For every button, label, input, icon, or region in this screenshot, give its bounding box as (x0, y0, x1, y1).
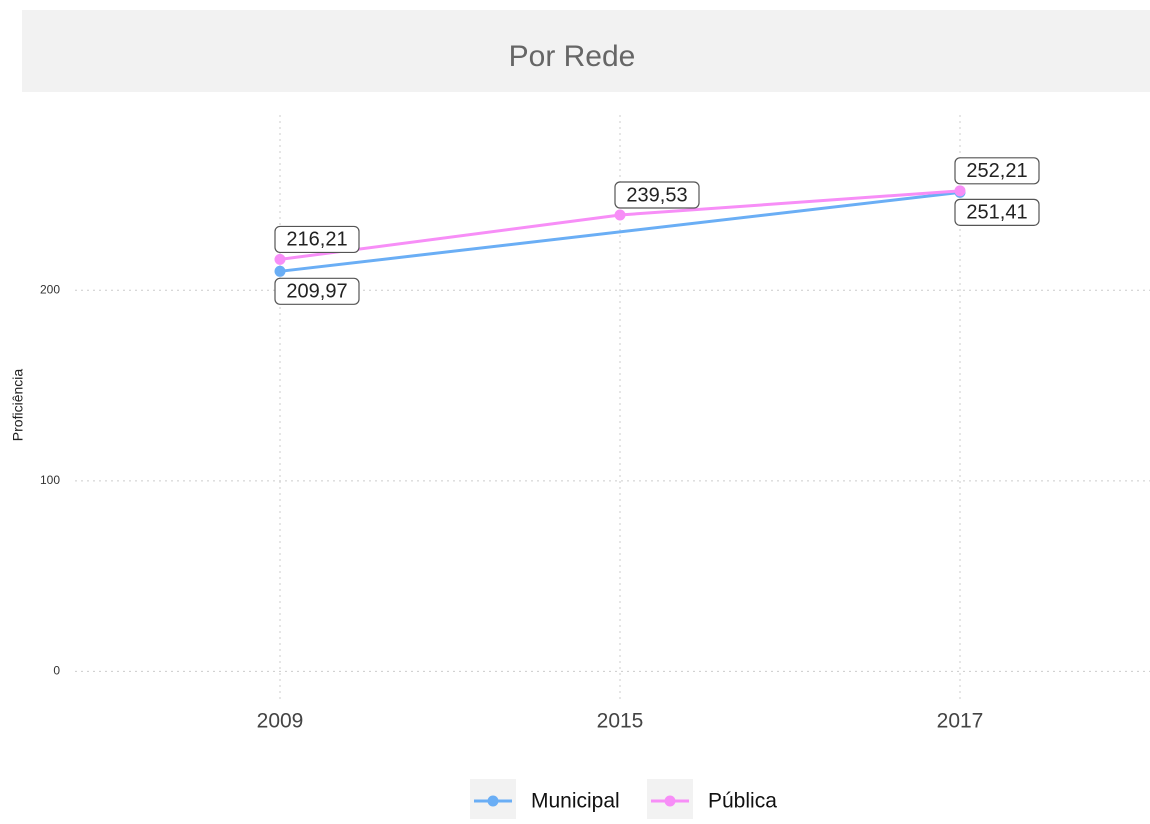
chart-title: Por Rede (509, 40, 636, 73)
value-label-box (274, 225, 360, 254)
value-label: 239,53 (614, 181, 700, 209)
legend-key-point (487, 795, 499, 807)
x-tick-label: 2009 (257, 710, 304, 733)
x-tick-label: 2017 (937, 710, 984, 733)
x-tick-label: 2015 (597, 710, 644, 733)
value-label: 252,21 (954, 157, 1040, 185)
legend-label: Pública (708, 790, 777, 813)
point (274, 253, 286, 265)
value-label-text: 239,53 (626, 184, 687, 206)
legend-key-point (664, 795, 676, 807)
point (274, 265, 286, 277)
value-label: 251,41 (954, 198, 1040, 226)
value-label-text: 209,97 (286, 281, 347, 303)
point (954, 185, 966, 197)
value-label-box (954, 198, 1040, 226)
value-label-box (954, 157, 1040, 185)
point (614, 209, 626, 221)
value-label: 209,97 (274, 277, 360, 305)
y-axis-label: Proficiência (10, 369, 26, 442)
series-line (279, 190, 961, 273)
y-tick-label: 0 (53, 664, 60, 678)
value-label-text: 216,21 (286, 229, 347, 251)
value-label-text: 252,21 (966, 160, 1027, 182)
title-bar (22, 10, 1150, 92)
value-label: 216,21 (274, 225, 360, 254)
value-label-text: 251,41 (966, 202, 1027, 224)
value-label-box (614, 181, 700, 209)
series-line (619, 189, 961, 217)
legend-label: Municipal (531, 790, 620, 813)
y-tick-label: 200 (40, 282, 60, 296)
value-label-box (274, 277, 360, 305)
y-tick-label: 100 (40, 473, 60, 487)
